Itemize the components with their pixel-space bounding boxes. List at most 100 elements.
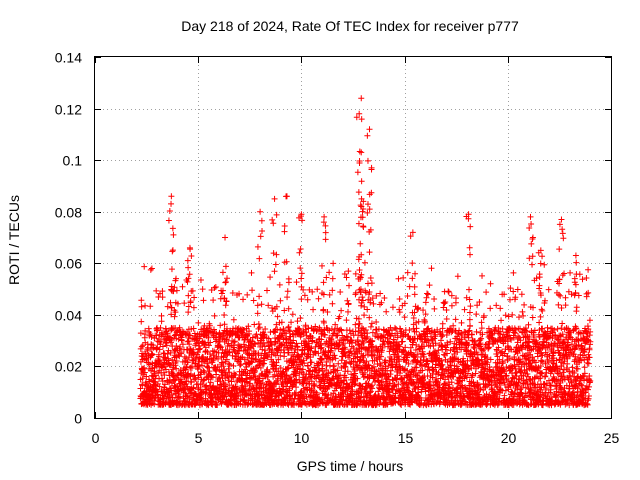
data-point bbox=[585, 360, 592, 367]
data-point bbox=[423, 294, 430, 301]
data-point bbox=[270, 220, 277, 227]
data-point bbox=[396, 343, 403, 350]
data-point bbox=[225, 377, 232, 384]
data-point bbox=[300, 357, 307, 364]
data-point bbox=[443, 344, 450, 351]
data-point bbox=[297, 265, 304, 272]
data-point bbox=[161, 371, 168, 378]
data-point bbox=[487, 356, 494, 363]
data-point bbox=[254, 310, 261, 317]
data-point bbox=[221, 393, 228, 400]
data-point bbox=[172, 309, 179, 316]
data-point bbox=[269, 216, 276, 223]
data-point bbox=[202, 347, 209, 354]
data-point bbox=[195, 319, 202, 326]
data-point bbox=[270, 250, 277, 257]
data-point bbox=[490, 368, 497, 374]
data-point bbox=[187, 332, 194, 339]
data-point bbox=[572, 342, 579, 349]
data-point bbox=[248, 269, 255, 276]
data-point bbox=[297, 246, 304, 253]
data-point bbox=[211, 312, 218, 319]
data-point bbox=[179, 341, 186, 348]
data-point bbox=[140, 366, 147, 373]
data-point bbox=[227, 400, 234, 407]
data-point bbox=[352, 270, 359, 277]
data-point bbox=[571, 370, 578, 377]
data-point bbox=[290, 361, 297, 368]
data-point bbox=[167, 339, 174, 346]
data-point bbox=[439, 320, 446, 327]
data-point bbox=[355, 256, 362, 263]
data-point bbox=[290, 337, 297, 344]
data-point bbox=[533, 275, 540, 282]
data-point bbox=[507, 285, 514, 292]
data-point bbox=[344, 308, 351, 315]
data-point bbox=[360, 224, 367, 231]
data-point bbox=[517, 368, 524, 375]
data-point bbox=[541, 297, 548, 304]
data-point bbox=[138, 318, 145, 325]
data-point bbox=[360, 206, 367, 212]
data-point bbox=[438, 357, 445, 364]
data-point bbox=[251, 340, 258, 347]
data-point bbox=[200, 377, 207, 384]
data-point bbox=[259, 379, 266, 386]
data-point bbox=[268, 341, 275, 348]
data-point bbox=[497, 387, 504, 394]
data-point bbox=[257, 364, 264, 371]
data-point bbox=[369, 295, 376, 302]
chart-title: Day 218 of 2024, Rate Of TEC Index for r… bbox=[181, 18, 519, 34]
data-point bbox=[159, 343, 166, 350]
data-point bbox=[169, 247, 176, 254]
data-point bbox=[271, 268, 278, 275]
data-point bbox=[194, 366, 201, 373]
data-point bbox=[362, 327, 369, 334]
data-point bbox=[368, 343, 375, 350]
data-point bbox=[419, 348, 426, 355]
data-point bbox=[219, 287, 226, 294]
data-point bbox=[318, 355, 325, 362]
data-point bbox=[537, 394, 544, 401]
data-point bbox=[208, 373, 215, 380]
data-point bbox=[285, 279, 292, 286]
data-point bbox=[406, 327, 413, 334]
data-point bbox=[147, 266, 154, 273]
data-point bbox=[391, 381, 398, 388]
data-point bbox=[578, 357, 585, 364]
data-point bbox=[281, 228, 288, 235]
data-point bbox=[479, 272, 486, 279]
data-point bbox=[360, 198, 367, 205]
data-point bbox=[273, 251, 280, 258]
data-point bbox=[459, 358, 466, 365]
data-point bbox=[264, 287, 271, 294]
data-point bbox=[529, 314, 536, 321]
data-point bbox=[312, 323, 319, 330]
data-point bbox=[578, 381, 585, 388]
data-point bbox=[476, 360, 483, 367]
data-point bbox=[194, 349, 201, 356]
data-point bbox=[138, 343, 145, 350]
data-point bbox=[273, 303, 280, 310]
data-point bbox=[458, 319, 465, 326]
data-point bbox=[187, 246, 194, 253]
data-point bbox=[502, 387, 509, 394]
data-point bbox=[401, 300, 408, 307]
data-point bbox=[435, 398, 442, 405]
data-point bbox=[271, 371, 278, 378]
data-point bbox=[388, 355, 395, 362]
data-point bbox=[322, 236, 329, 243]
data-point bbox=[337, 288, 344, 295]
data-point bbox=[361, 312, 368, 319]
data-point bbox=[452, 345, 459, 352]
data-point bbox=[355, 320, 362, 327]
data-point bbox=[185, 337, 192, 344]
data-point bbox=[141, 364, 148, 371]
data-point bbox=[466, 316, 473, 323]
data-point bbox=[151, 379, 158, 386]
data-point bbox=[308, 345, 315, 352]
data-point bbox=[531, 327, 538, 334]
data-point bbox=[500, 359, 507, 366]
data-point bbox=[352, 370, 359, 377]
data-point bbox=[454, 333, 461, 340]
